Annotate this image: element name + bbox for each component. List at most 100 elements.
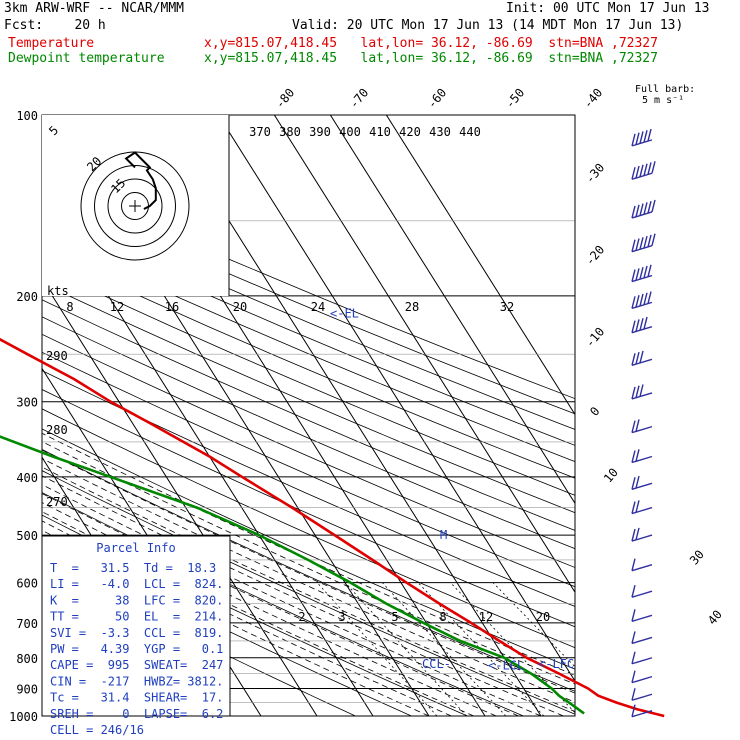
parcel-info-row: Tc = 31.4 SHEAR= 17. bbox=[50, 691, 223, 705]
moist-adiabat-line bbox=[42, 484, 542, 716]
hodograph-ring bbox=[107, 178, 163, 234]
wind-barb-staff bbox=[631, 506, 653, 515]
wind-barb-flag bbox=[635, 294, 640, 308]
wind-barb-staff bbox=[631, 274, 653, 283]
theta-e-label: 270 bbox=[46, 495, 68, 509]
wind-barb-staff bbox=[631, 675, 653, 684]
wind-barb-flag bbox=[643, 292, 648, 305]
parcel-info-row: LI = -4.0 LCL = 824. bbox=[50, 577, 223, 591]
wind-barb-flag bbox=[647, 128, 652, 142]
mixing-ratio-line bbox=[382, 582, 507, 716]
moist-adiabat-line bbox=[42, 511, 474, 716]
forecast-hour: Fcst: 20 h bbox=[4, 18, 106, 33]
wind-barb bbox=[631, 350, 653, 367]
pressure-tick-label: 900 bbox=[16, 682, 38, 696]
wind-barb-flag bbox=[643, 163, 648, 176]
wind-barb-flag bbox=[635, 238, 640, 251]
dry-adiabat-line bbox=[42, 282, 575, 514]
isotherm-label: 30 bbox=[687, 547, 707, 567]
wind-barb-flag bbox=[631, 353, 636, 366]
wind-barb-staff bbox=[631, 358, 653, 367]
wind-barb-staff bbox=[631, 710, 653, 718]
wind-barb-flag bbox=[635, 268, 640, 281]
wind-barb-flag bbox=[631, 651, 636, 664]
wind-barb bbox=[631, 449, 653, 464]
dry-adiabat-line bbox=[42, 370, 575, 607]
wind-barb-flag bbox=[639, 384, 644, 397]
dry-adiabat-line bbox=[42, 316, 575, 550]
wind-barb-flag bbox=[631, 239, 636, 252]
dry-adiabat-line bbox=[42, 250, 575, 479]
wind-barb-staff bbox=[631, 425, 653, 434]
mixing-ratio-label: 12 bbox=[479, 610, 493, 624]
wind-barb-flag bbox=[635, 449, 640, 462]
pressure-tick-label: 800 bbox=[16, 652, 38, 666]
dry-adiabat-line bbox=[42, 449, 575, 692]
background-lines bbox=[41, 114, 576, 717]
wind-barb-flag bbox=[635, 419, 640, 432]
wind-barb-flag bbox=[631, 296, 636, 309]
wind-barb bbox=[631, 558, 653, 572]
pressure-tick-label: 200 bbox=[16, 290, 38, 304]
theta-e-label: 280 bbox=[46, 423, 68, 437]
isotherm-line bbox=[329, 115, 575, 505]
mixing-ratio-label: 20 bbox=[536, 610, 550, 624]
wind-barb-staff bbox=[631, 172, 653, 180]
isotherm-line bbox=[217, 115, 575, 683]
init-time: Init: 00 UTC Mon 17 Jun 13 bbox=[506, 1, 710, 16]
wind-barb-staff bbox=[631, 301, 653, 310]
wind-barb-flag bbox=[643, 316, 648, 330]
isotherm-label: -20 bbox=[583, 243, 608, 269]
wind-barb-flag bbox=[639, 164, 644, 178]
dewpoint-station-info: x,y=815.07,418.45 lat,lon= 36.12, -86.69… bbox=[204, 51, 658, 66]
wind-barb-flag bbox=[631, 631, 636, 644]
wind-barb bbox=[631, 233, 656, 253]
theta-label: 400 bbox=[339, 125, 361, 139]
wind-barb-flag bbox=[639, 293, 644, 307]
isotherm-label: -40 bbox=[581, 86, 606, 112]
isotherm-label: 40 bbox=[705, 607, 725, 627]
parcel-info-row: PW = 4.39 YGP = 0.1 bbox=[50, 642, 223, 656]
wind-barb bbox=[631, 631, 653, 645]
isotherm-label: -70 bbox=[347, 86, 372, 112]
isotherm-label: 10 bbox=[601, 465, 621, 485]
wind-barb-flag bbox=[635, 351, 640, 365]
wind-barb-flag bbox=[631, 269, 636, 282]
wind-barb-flag bbox=[635, 165, 640, 179]
dry-adiabat-line bbox=[42, 219, 575, 446]
wind-barb bbox=[631, 161, 656, 180]
pressure-tick-label: 1000 bbox=[9, 710, 38, 724]
barb-legend-units: 5 m s⁻¹ bbox=[642, 95, 685, 106]
wind-barb-flag bbox=[631, 670, 636, 683]
wind-barb bbox=[631, 316, 653, 334]
wind-barb-flag bbox=[639, 318, 644, 331]
wind-barb-flag bbox=[631, 558, 636, 571]
theta-label: 390 bbox=[309, 125, 331, 139]
hodograph-axis-label: 28 bbox=[405, 300, 419, 314]
wind-barb bbox=[631, 128, 653, 147]
wind-barb-flag bbox=[631, 528, 636, 542]
dry-adiabat-line bbox=[42, 428, 575, 670]
wind-barb-flag bbox=[631, 205, 636, 219]
wind-barb bbox=[631, 704, 653, 718]
level-marker: <-LFC bbox=[538, 657, 574, 671]
theta-e-label: 290 bbox=[46, 349, 68, 363]
parcel-info-box bbox=[41, 535, 231, 717]
dry-adiabat-line bbox=[42, 408, 575, 649]
wind-barb-flag bbox=[651, 161, 656, 174]
model-title: 3km ARW-WRF -- NCAR/MMM bbox=[4, 1, 185, 16]
wind-barb bbox=[631, 199, 656, 219]
level-marker: <-LCL bbox=[488, 658, 524, 672]
dry-adiabat-line bbox=[42, 299, 575, 531]
dry-adiabat-line bbox=[42, 333, 575, 568]
wind-barb-staff bbox=[631, 455, 653, 464]
pressure-tick-label: 600 bbox=[16, 577, 38, 591]
wind-barb-flag bbox=[643, 235, 648, 249]
wind-barb-staff bbox=[631, 325, 653, 334]
isotherm-line bbox=[385, 115, 575, 416]
mixing-ratio-line bbox=[316, 582, 438, 716]
parcel-info-row: TT = 50 EL = 214. bbox=[50, 610, 223, 624]
parcel-info-panel: Parcel Info T = 31.5 Td = 18.3 LI = -4.0 L… bbox=[41, 535, 231, 737]
wind-barb-flag bbox=[643, 265, 648, 279]
